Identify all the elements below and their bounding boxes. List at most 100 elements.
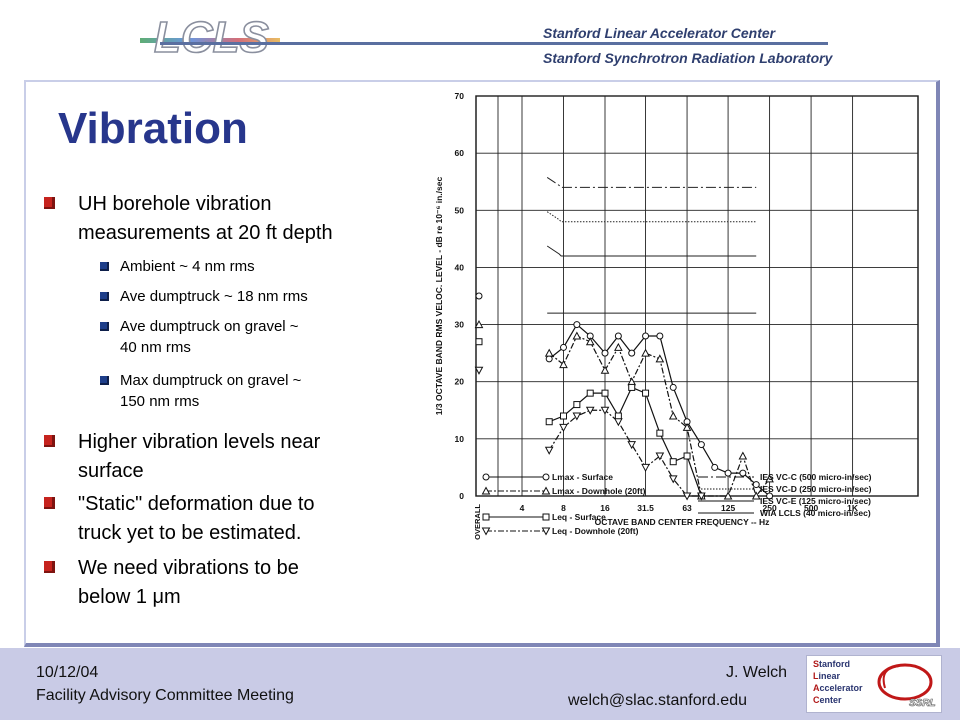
data-point [656, 332, 664, 340]
series-triangle [474, 320, 774, 500]
svg-text:LCLS: LCLS [154, 13, 269, 62]
legend-label: IES VC-C (500 micro-in/sec) [760, 472, 872, 482]
data-point [559, 360, 568, 369]
data-point [614, 412, 622, 420]
footer-bar [0, 648, 960, 720]
x-tick-label: 125 [721, 503, 735, 513]
data-point [655, 354, 665, 363]
data-point [572, 331, 582, 340]
data-point [668, 411, 678, 420]
data-point [751, 491, 761, 500]
series-line [548, 409, 702, 497]
data-point [544, 348, 554, 357]
data-point [541, 527, 551, 536]
data-point [600, 365, 610, 374]
data-point [752, 481, 760, 489]
data-point [682, 422, 692, 431]
data-point [669, 458, 677, 466]
legend-label: Lmax - Downhole (20ft) [552, 486, 646, 496]
x-tick-label: 250 [762, 503, 776, 513]
y-tick-label: 40 [455, 262, 465, 272]
data-point [545, 418, 553, 426]
subbullet-dumptruck-gravel: Ave dumptruck on gravel ~ 40 nm rms [120, 316, 299, 358]
bullet-requirement: We need vibrations to be below 1 μm [78, 554, 299, 612]
y-tick-label: 60 [455, 148, 465, 158]
ssrl-ring-icon: SSRL [877, 663, 936, 709]
bullet-surface: Higher vibration levels near surface [78, 428, 320, 486]
data-point [560, 412, 567, 420]
data-point [682, 492, 692, 501]
bullet-marker [44, 497, 55, 509]
data-point [585, 406, 595, 415]
y-tick-label: 70 [455, 91, 465, 101]
data-point [656, 429, 664, 437]
data-point [475, 292, 483, 300]
y-tick-label: 10 [455, 434, 465, 444]
bullet-static: "Static" deformation due to truck yet to… [78, 490, 315, 548]
bullet-line: UH borehole vibration [78, 193, 272, 215]
data-point [600, 406, 610, 415]
data-point [627, 441, 637, 450]
data-point [724, 469, 732, 477]
series-circle [475, 292, 774, 500]
data-point [573, 321, 581, 329]
logo-line: Center [813, 695, 842, 705]
y-tick-label: 0 [459, 491, 464, 501]
bullet-line: truck yet to be estimated. [78, 522, 302, 544]
bullet-line: surface [78, 460, 144, 482]
bullet-line: We need vibrations to be [78, 557, 299, 579]
y-tick-label: 50 [455, 205, 465, 215]
x-axis: OVERALL 4 8 16 31.5 63 125 250 500 1K [473, 503, 859, 540]
data-point [474, 320, 484, 329]
data-point [642, 389, 650, 397]
legend-label: WIA LCLS (40 micro-in/sec) [760, 508, 871, 518]
data-point [766, 492, 774, 500]
subbullet-dumptruck: Ave dumptruck ~ 18 nm rms [120, 286, 308, 307]
logo-line: Stanford [813, 659, 851, 669]
lcls-logo: LCLS [140, 12, 280, 63]
svg-text:SSRL: SSRL [909, 698, 936, 709]
y-tick-label: 30 [455, 320, 465, 330]
footer-meeting-name: Facility Advisory Committee Meeting [36, 687, 294, 704]
data-point [697, 441, 705, 449]
data-point [542, 513, 550, 521]
data-point [544, 446, 554, 455]
data-point [475, 338, 483, 346]
slide-content-frame [24, 80, 940, 647]
data-point [614, 418, 623, 427]
data-point [573, 401, 581, 409]
subbullet-line: Ambient ~ 4 nm rms [120, 258, 255, 275]
data-point [628, 383, 636, 391]
data-point [641, 348, 650, 357]
data-point [601, 349, 609, 357]
subbullet-marker [100, 376, 109, 385]
subbullet-line: Max dumptruck on gravel ~ [120, 372, 302, 389]
legend-label: IES VC-D (250 micro-in/sec) [760, 484, 872, 494]
criteria-lines [546, 177, 757, 314]
x-tick-label: 63 [682, 503, 692, 513]
subbullet-line: Ave dumptruck on gravel ~ [120, 318, 299, 335]
x-tick-label: 500 [804, 503, 818, 513]
bullet-line: "Static" deformation due to [78, 493, 315, 515]
data-point [481, 527, 491, 536]
bullet-marker [44, 197, 55, 209]
data-point [668, 475, 678, 484]
footer-email: welch@slac.stanford.edu [568, 692, 747, 709]
x-tick-label: 4 [520, 503, 525, 513]
data-point [683, 452, 691, 460]
org-name-ssrl: Stanford Synchrotron Radiation Laborator… [543, 50, 833, 66]
x-tick-label: OVERALL [473, 504, 482, 540]
org-name-slac: Stanford Linear Accelerator Center [543, 25, 776, 41]
data-point [560, 343, 567, 351]
series-inverted-triangle [474, 366, 706, 501]
data-point [697, 492, 706, 501]
data-point [586, 389, 594, 397]
data-point [739, 469, 747, 477]
subbullet-marker [100, 262, 109, 271]
header-divider [160, 42, 828, 45]
footer-author: J. Welch [726, 664, 788, 681]
slac-ssrl-logo: Stanford Linear Accelerator Center SSRL [806, 655, 942, 713]
legend-label: Leq - Downhole (20ft) [552, 526, 639, 536]
data-point [482, 473, 490, 481]
bullet-line: measurements at 20 ft depth [78, 222, 333, 244]
